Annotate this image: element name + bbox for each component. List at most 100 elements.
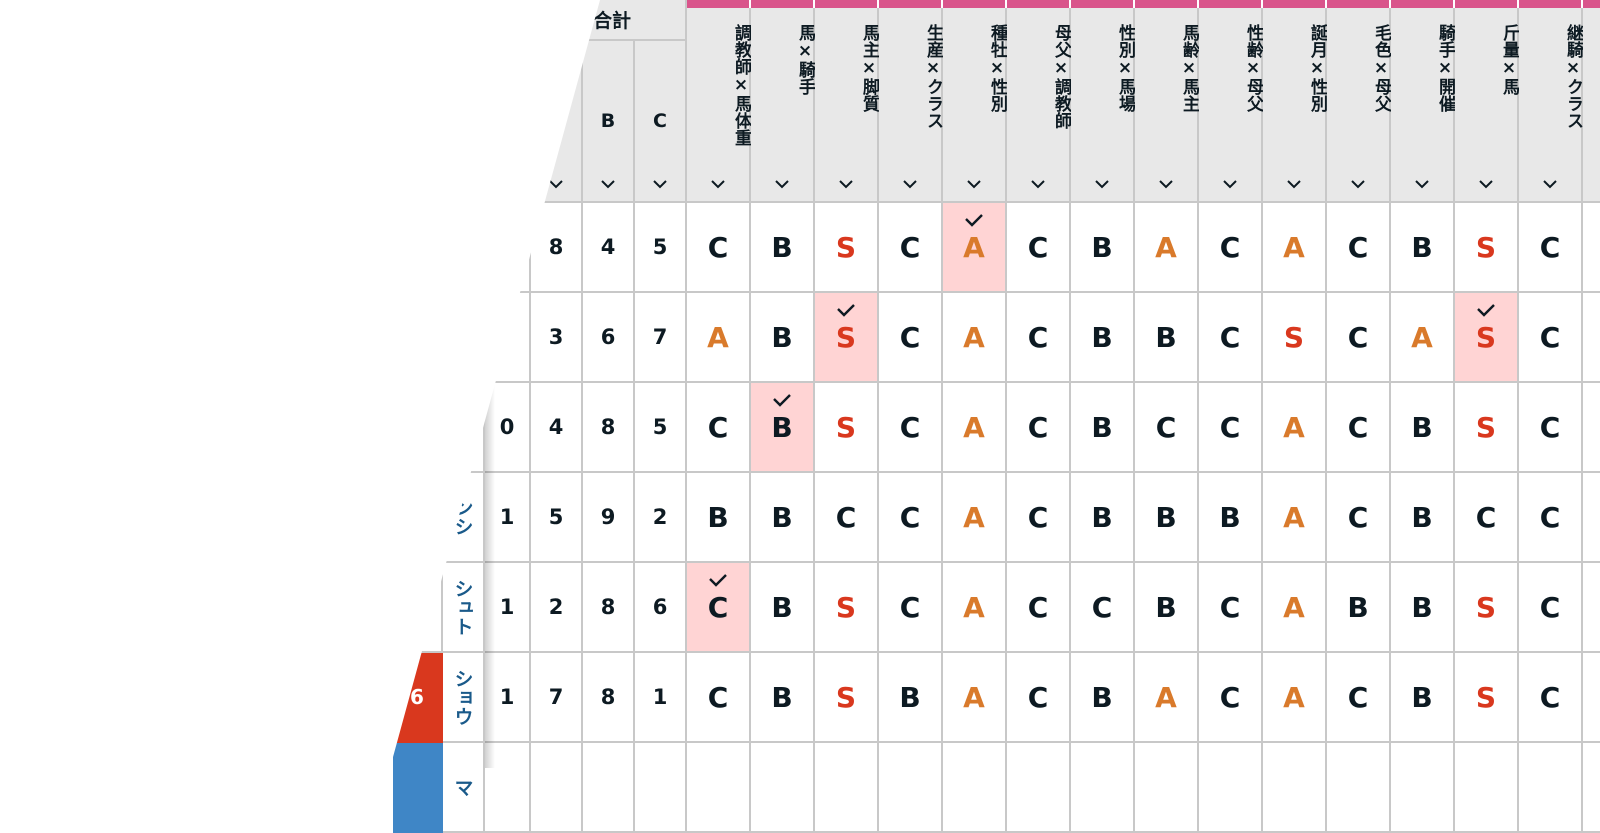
grade-cell[interactable]: A bbox=[943, 383, 1007, 473]
grade-cell[interactable]: C bbox=[1135, 383, 1199, 473]
grade-cell[interactable]: B bbox=[1135, 293, 1199, 383]
header-rating-column[interactable]: 継騎×クラス bbox=[1519, 8, 1583, 203]
grade-cell[interactable]: A bbox=[943, 203, 1007, 293]
grade-cell[interactable]: C bbox=[879, 293, 943, 383]
grade-cell[interactable]: A bbox=[1391, 293, 1455, 383]
grade-cell[interactable]: B bbox=[1135, 563, 1199, 653]
header-sub-column[interactable]: B bbox=[583, 41, 635, 203]
grade-cell[interactable]: C bbox=[815, 473, 879, 563]
header-rating-column[interactable]: 斤量×馬 bbox=[1455, 8, 1519, 203]
grade-cell[interactable]: C bbox=[1007, 653, 1071, 743]
grade-cell[interactable]: B bbox=[1199, 473, 1263, 563]
grade-cell[interactable]: C bbox=[1327, 293, 1391, 383]
chevron-down-icon[interactable] bbox=[531, 178, 581, 193]
chevron-down-icon[interactable] bbox=[1263, 178, 1325, 193]
grade-cell[interactable]: C bbox=[1007, 293, 1071, 383]
grade-cell[interactable] bbox=[1199, 743, 1263, 833]
grade-cell[interactable]: A bbox=[687, 293, 751, 383]
grade-cell[interactable]: C bbox=[1199, 293, 1263, 383]
grade-cell[interactable]: C bbox=[1007, 563, 1071, 653]
grade-cell[interactable]: B bbox=[751, 653, 815, 743]
grade-cell[interactable]: S bbox=[1455, 293, 1519, 383]
chevron-down-icon[interactable] bbox=[751, 178, 813, 193]
grade-cell[interactable]: S bbox=[1455, 653, 1519, 743]
chevron-down-icon[interactable] bbox=[879, 178, 941, 193]
grade-cell[interactable] bbox=[1263, 743, 1327, 833]
grade-cell[interactable]: A bbox=[1135, 653, 1199, 743]
header-rating-column[interactable] bbox=[1583, 8, 1600, 203]
grade-cell[interactable]: C bbox=[1007, 473, 1071, 563]
grade-cell[interactable] bbox=[815, 743, 879, 833]
grade-cell[interactable]: A bbox=[943, 653, 1007, 743]
grade-cell[interactable] bbox=[1583, 653, 1600, 743]
grade-cell[interactable]: C bbox=[1519, 293, 1583, 383]
grade-cell[interactable]: S bbox=[815, 293, 879, 383]
grade-cell[interactable] bbox=[1519, 743, 1583, 833]
chevron-down-icon[interactable] bbox=[1519, 178, 1581, 193]
grade-cell[interactable]: S bbox=[815, 203, 879, 293]
header-rating-column[interactable]: 誕月×性別 bbox=[1263, 8, 1327, 203]
grade-cell[interactable]: A bbox=[1263, 653, 1327, 743]
grade-cell[interactable]: B bbox=[1071, 293, 1135, 383]
grade-cell[interactable]: S bbox=[815, 563, 879, 653]
grade-cell[interactable] bbox=[751, 743, 815, 833]
header-rating-column[interactable]: 性齢×母父 bbox=[1199, 8, 1263, 203]
grade-cell[interactable] bbox=[1135, 743, 1199, 833]
grade-cell[interactable] bbox=[687, 743, 751, 833]
header-rating-column[interactable]: 母父×調教師 bbox=[1007, 8, 1071, 203]
grade-cell[interactable]: S bbox=[1263, 293, 1327, 383]
grade-cell[interactable]: C bbox=[1519, 473, 1583, 563]
grade-cell[interactable] bbox=[1583, 203, 1600, 293]
grade-cell[interactable]: A bbox=[1135, 203, 1199, 293]
grade-cell[interactable]: A bbox=[943, 473, 1007, 563]
grade-cell[interactable]: S bbox=[1455, 563, 1519, 653]
grade-cell[interactable]: B bbox=[1391, 203, 1455, 293]
grade-cell[interactable]: C bbox=[687, 383, 751, 473]
grade-cell[interactable]: C bbox=[1199, 383, 1263, 473]
grade-cell[interactable]: C bbox=[687, 563, 751, 653]
header-sub-column[interactable]: C bbox=[635, 41, 687, 203]
grade-cell[interactable] bbox=[1071, 743, 1135, 833]
grade-cell[interactable]: C bbox=[687, 653, 751, 743]
grade-cell[interactable]: A bbox=[1263, 203, 1327, 293]
grade-cell[interactable]: C bbox=[1199, 203, 1263, 293]
grade-cell[interactable]: B bbox=[1391, 653, 1455, 743]
grade-cell[interactable]: C bbox=[1519, 563, 1583, 653]
grade-cell[interactable]: A bbox=[1263, 383, 1327, 473]
header-rating-column[interactable]: 性別×馬場 bbox=[1071, 8, 1135, 203]
grade-cell[interactable]: B bbox=[1071, 203, 1135, 293]
chevron-down-icon[interactable] bbox=[943, 178, 1005, 193]
grade-cell[interactable]: B bbox=[687, 473, 751, 563]
grade-cell[interactable]: B bbox=[1135, 473, 1199, 563]
header-rating-column[interactable]: 馬主×脚質 bbox=[815, 8, 879, 203]
grade-cell[interactable]: C bbox=[1455, 473, 1519, 563]
grade-cell[interactable] bbox=[943, 743, 1007, 833]
grade-cell[interactable]: B bbox=[751, 293, 815, 383]
chevron-down-icon[interactable] bbox=[687, 178, 749, 193]
grade-cell[interactable]: C bbox=[1519, 203, 1583, 293]
header-rating-column[interactable]: 生産×クラス bbox=[879, 8, 943, 203]
grade-cell[interactable]: C bbox=[1199, 653, 1263, 743]
grade-cell[interactable] bbox=[1327, 743, 1391, 833]
grade-cell[interactable]: B bbox=[1391, 473, 1455, 563]
chevron-down-icon[interactable] bbox=[1455, 178, 1517, 193]
grade-cell[interactable]: C bbox=[1327, 203, 1391, 293]
grade-cell[interactable]: B bbox=[1071, 383, 1135, 473]
grade-cell[interactable]: B bbox=[751, 473, 815, 563]
grade-cell[interactable]: S bbox=[1455, 203, 1519, 293]
grade-cell[interactable]: B bbox=[879, 653, 943, 743]
grade-cell[interactable]: S bbox=[1455, 383, 1519, 473]
grade-cell[interactable]: C bbox=[879, 203, 943, 293]
grade-cell[interactable]: B bbox=[1327, 563, 1391, 653]
header-rating-column[interactable]: 馬×騎手 bbox=[751, 8, 815, 203]
chevron-down-icon[interactable] bbox=[1071, 178, 1133, 193]
header-rating-column[interactable]: 馬齢×馬主 bbox=[1135, 8, 1199, 203]
grade-cell[interactable]: B bbox=[751, 203, 815, 293]
row-horse-name[interactable]: シュト bbox=[443, 563, 485, 653]
chevron-down-icon[interactable] bbox=[1199, 178, 1261, 193]
header-rating-column[interactable]: 騎手×開催 bbox=[1391, 8, 1455, 203]
grade-cell[interactable] bbox=[1583, 293, 1600, 383]
grade-cell[interactable]: C bbox=[1071, 563, 1135, 653]
grade-cell[interactable]: C bbox=[1327, 383, 1391, 473]
chevron-down-icon[interactable] bbox=[1327, 178, 1389, 193]
